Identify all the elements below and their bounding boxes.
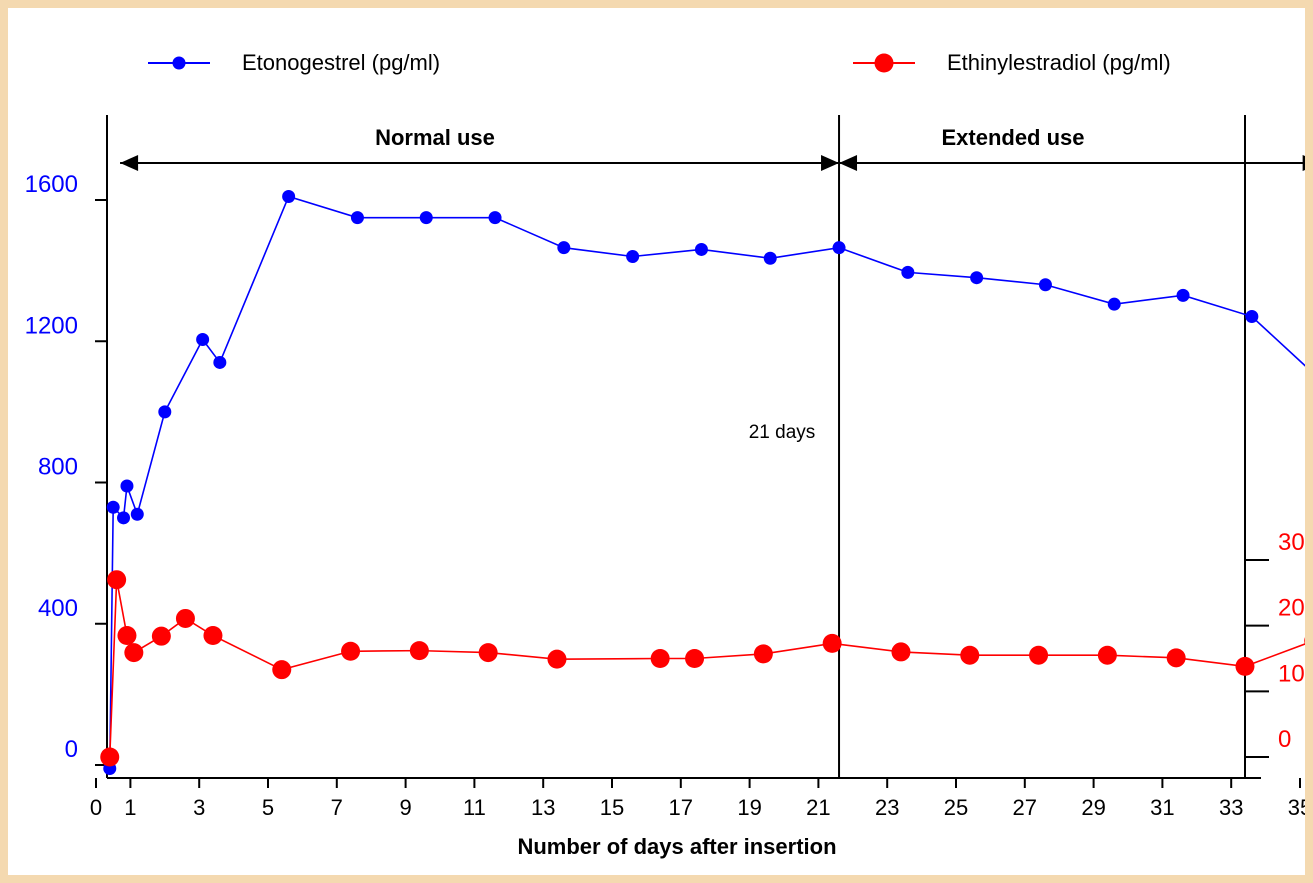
x-tick-label-3: 3 xyxy=(193,795,205,820)
x-tick-label-31: 31 xyxy=(1150,795,1174,820)
x-axis-title: Number of days after insertion xyxy=(517,834,837,859)
series-0-point-21 xyxy=(1176,288,1190,302)
series-0-point-9 xyxy=(350,211,364,225)
x-tick-label-19: 19 xyxy=(737,795,761,820)
legend-label-ethinylestradiol: Ethinylestradiol (pg/ml) xyxy=(947,50,1171,75)
x-tick-label-35: 35 xyxy=(1288,795,1305,820)
chart-svg: 0135791113151719212325272931333504008001… xyxy=(25,115,1305,820)
series-0-point-13 xyxy=(626,250,640,263)
x-tick-label-33: 33 xyxy=(1219,795,1243,820)
legend-swatch-ethinylestradiol xyxy=(853,53,915,73)
x-tick-label-23: 23 xyxy=(875,795,899,820)
series-1-point-17 xyxy=(960,645,980,665)
x-tick-label-11: 11 xyxy=(463,795,486,820)
legend-item-etonogestrel: Etonogestrel (pg/ml) xyxy=(148,50,440,76)
series-0-point-22 xyxy=(1245,310,1259,324)
series-1-point-4 xyxy=(151,626,171,646)
left-y-tick-label-400: 400 xyxy=(38,595,78,622)
x-tick-label-13: 13 xyxy=(531,795,555,820)
series-0-point-4 xyxy=(130,507,144,521)
legend-label-etonogestrel: Etonogestrel (pg/ml) xyxy=(242,50,441,75)
left-y-tick-label-1200: 1200 xyxy=(25,312,78,339)
series-1-point-11 xyxy=(547,649,567,669)
series-0-point-1 xyxy=(106,500,120,514)
legend-swatch-etonogestrel xyxy=(148,53,210,73)
phase-arrowhead-right-0 xyxy=(821,155,840,171)
series-1-point-8 xyxy=(341,641,361,661)
series-1-point-12 xyxy=(650,649,670,668)
left-y-tick-label-0: 0 xyxy=(65,736,78,763)
series-0-point-20 xyxy=(1107,297,1121,311)
x-tick-label-17: 17 xyxy=(669,795,693,820)
series-1-point-0 xyxy=(100,747,120,767)
series-0-point-14 xyxy=(694,242,708,256)
right-y-tick-label-10: 10 xyxy=(1278,660,1305,687)
phase-label-extended-use: Extended use xyxy=(941,125,1085,150)
series-0-point-8 xyxy=(282,189,296,203)
right-y-tick-label-30: 30 xyxy=(1278,529,1305,556)
annotation-21-days: 21 days xyxy=(748,422,816,443)
series-1-point-2 xyxy=(117,626,137,646)
series-0-point-15 xyxy=(763,251,777,265)
series-1-point-5 xyxy=(175,608,195,628)
left-y-tick-label-1600: 1600 xyxy=(25,171,78,198)
series-0-point-17 xyxy=(901,265,915,279)
phase-arrowhead-left-1 xyxy=(839,155,858,171)
series-1-point-22 xyxy=(1304,637,1305,645)
series-1-point-16 xyxy=(891,642,911,662)
series-0-point-3 xyxy=(120,479,134,493)
series-1-point-7 xyxy=(272,660,292,680)
series-0-point-10 xyxy=(419,211,433,225)
phase-arrowhead-right-1 xyxy=(1302,155,1305,171)
x-tick-label-7: 7 xyxy=(331,795,343,820)
right-y-tick-label-20: 20 xyxy=(1278,595,1305,622)
series-1-point-10 xyxy=(478,643,498,663)
x-tick-label-27: 27 xyxy=(1013,795,1037,820)
series-1-point-15 xyxy=(822,633,842,653)
phase-arrowhead-left-0 xyxy=(120,155,139,171)
x-tick-label-15: 15 xyxy=(600,795,624,820)
chart-frame: 0135791113151719212325272931333504008001… xyxy=(8,8,1305,875)
series-1-point-9 xyxy=(409,641,429,661)
left-y-tick-label-800: 800 xyxy=(38,454,78,481)
series-1-point-3 xyxy=(124,643,144,663)
series-0-point-5 xyxy=(158,405,172,419)
x-tick-label-25: 25 xyxy=(944,795,968,820)
series-0-point-7 xyxy=(213,355,227,369)
x-tick-label-9: 9 xyxy=(399,795,411,820)
series-1-point-13 xyxy=(685,649,705,668)
x-tick-label-29: 29 xyxy=(1081,795,1105,820)
right-y-tick-label-0: 0 xyxy=(1278,726,1291,753)
series-0-point-18 xyxy=(970,271,984,285)
series-1-point-1 xyxy=(107,570,127,590)
series-0-point-16 xyxy=(832,241,846,255)
series-1-point-21 xyxy=(1235,656,1255,676)
series-0-point-6 xyxy=(196,332,210,346)
series-1-point-6 xyxy=(203,626,223,646)
series-1-point-19 xyxy=(1097,645,1117,665)
series-1-point-20 xyxy=(1166,648,1186,668)
series-0-point-2 xyxy=(117,511,131,525)
series-0-point-11 xyxy=(488,211,502,225)
x-tick-label-21: 21 xyxy=(806,795,830,820)
series-0-point-12 xyxy=(557,241,571,255)
x-tick-label-0: 0 xyxy=(90,795,102,820)
series-1-point-14 xyxy=(753,644,773,664)
series-0-point-19 xyxy=(1038,278,1052,292)
x-tick-label-5: 5 xyxy=(262,795,274,820)
phase-label-normal-use: Normal use xyxy=(375,125,495,150)
series-line-0 xyxy=(108,195,1305,769)
x-tick-label-1: 1 xyxy=(124,795,136,820)
series-1-point-18 xyxy=(1029,645,1049,665)
legend-item-ethinylestradiol: Ethinylestradiol (pg/ml) xyxy=(853,50,1171,76)
